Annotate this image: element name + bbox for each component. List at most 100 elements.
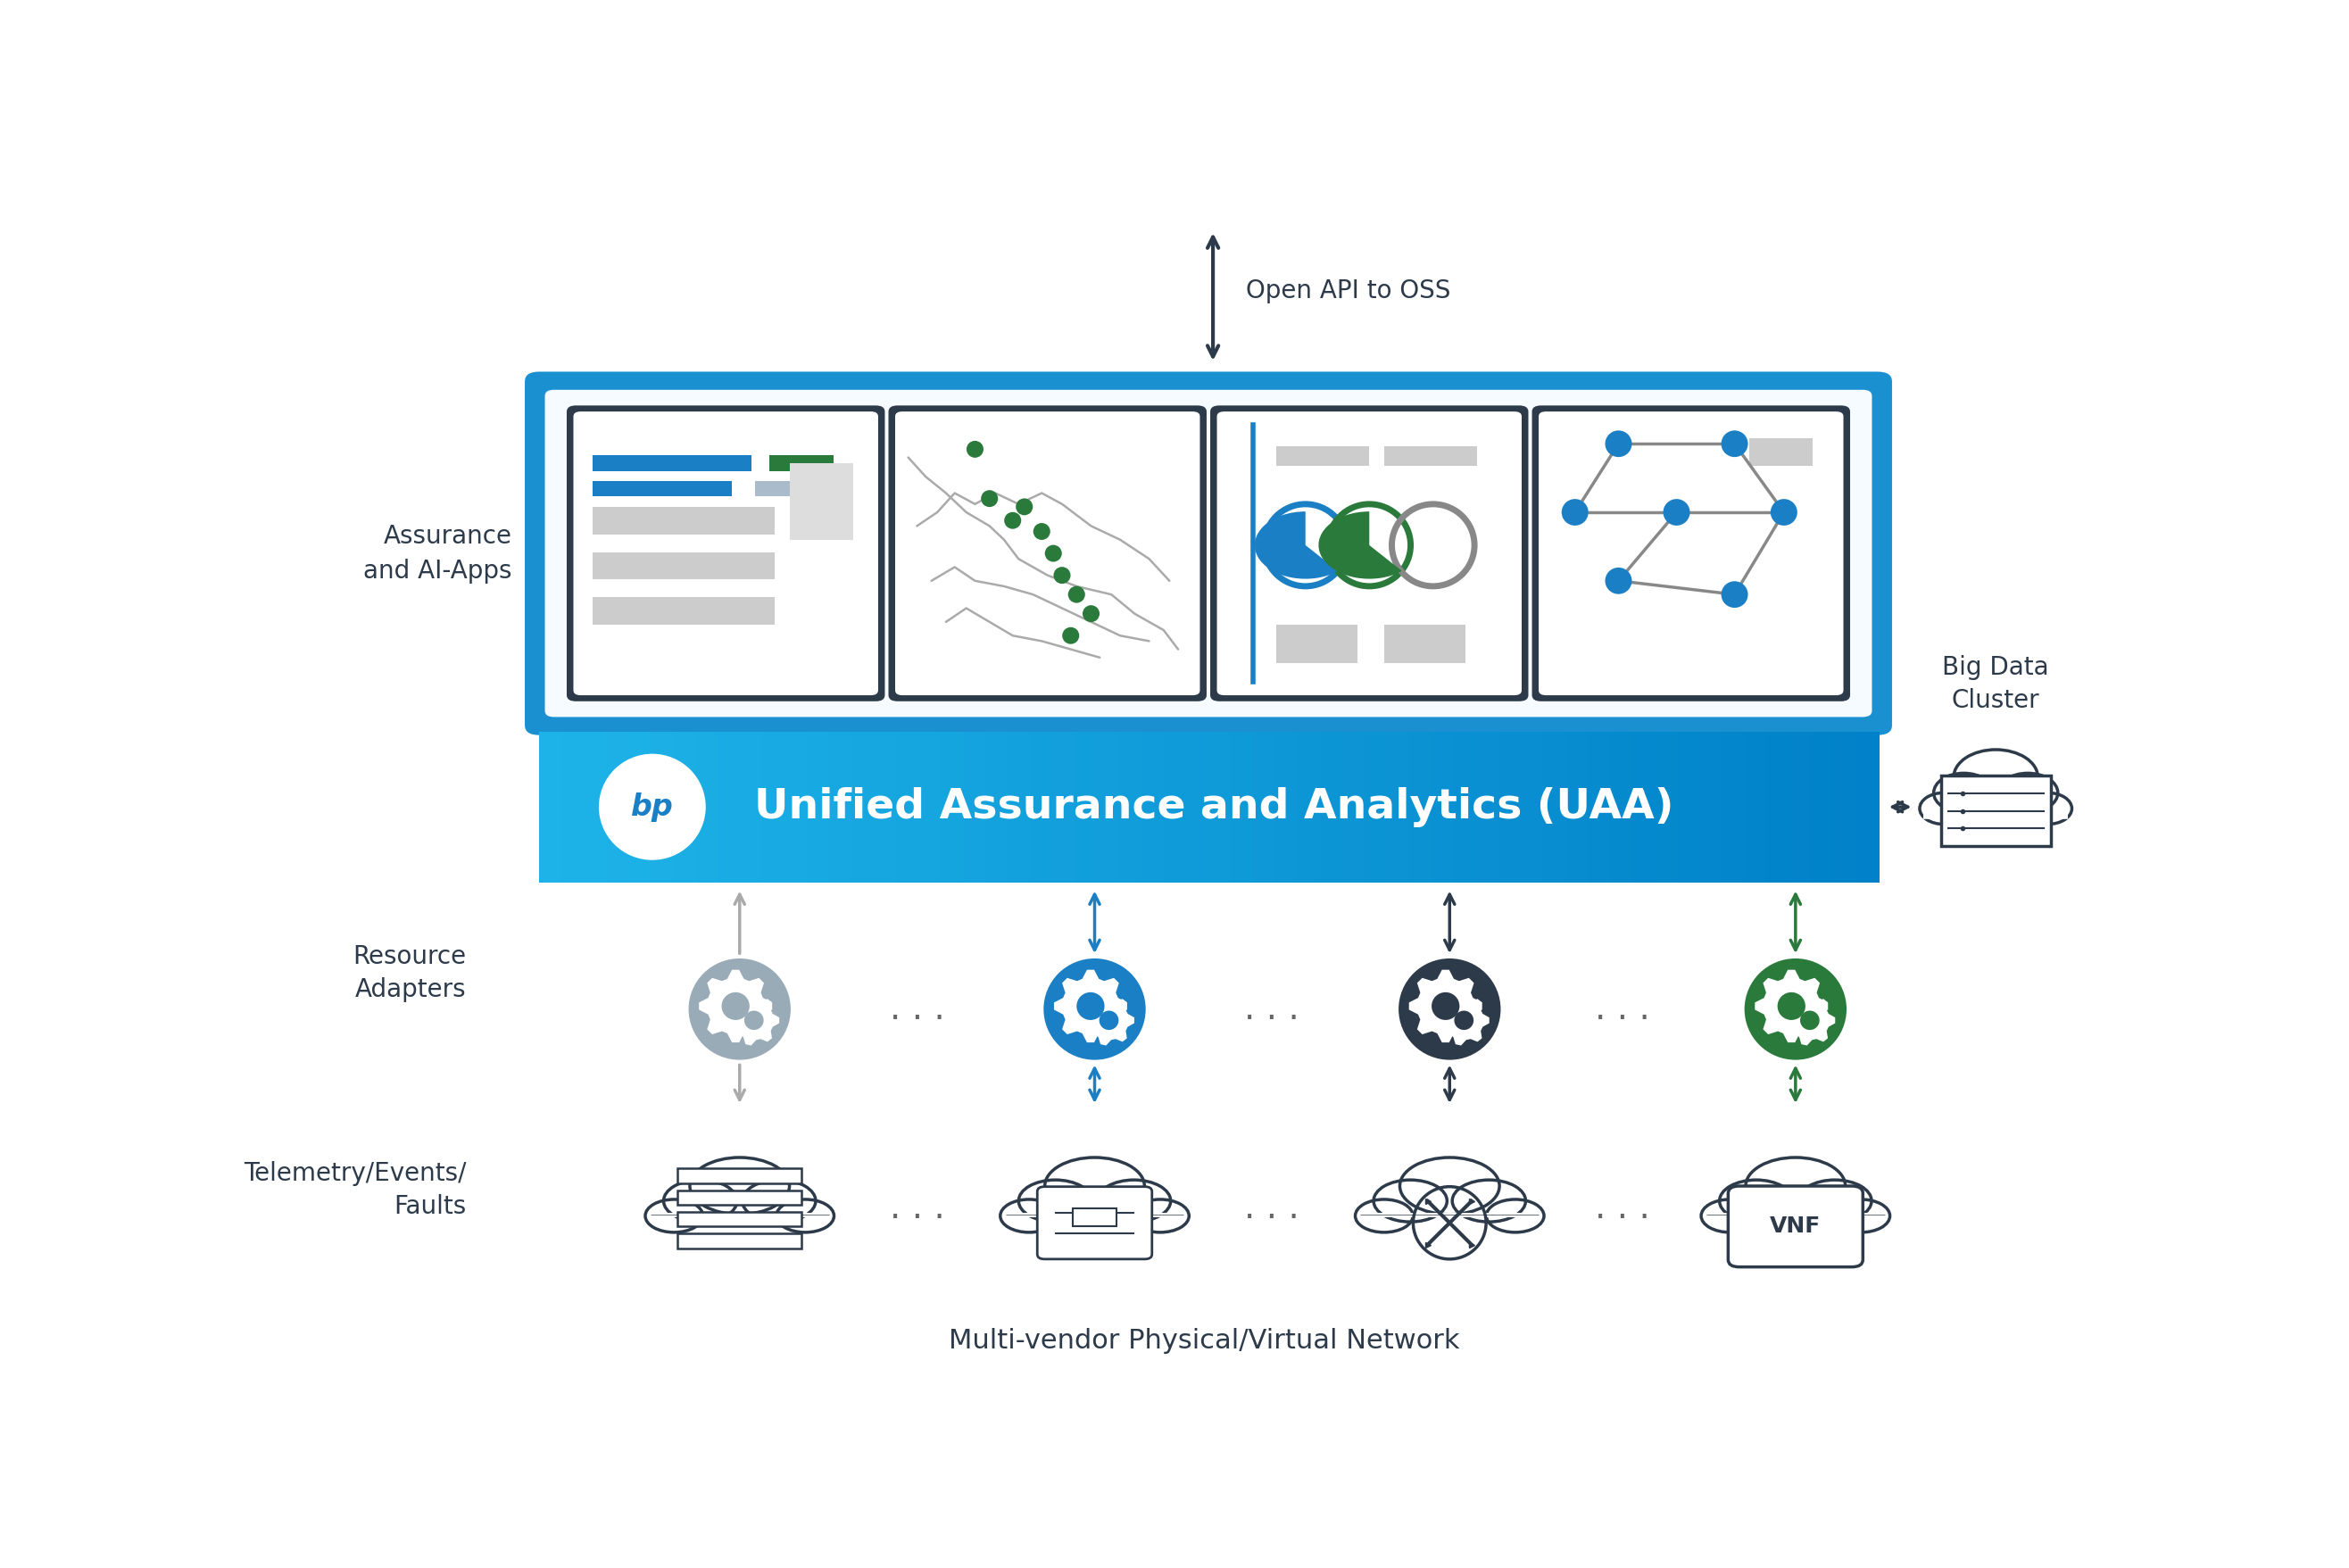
Ellipse shape xyxy=(688,958,792,1060)
Bar xyxy=(770,455,834,470)
FancyBboxPatch shape xyxy=(524,372,1891,735)
Bar xyxy=(660,1198,817,1217)
Ellipse shape xyxy=(1701,1200,1759,1232)
Ellipse shape xyxy=(1452,1181,1525,1221)
Bar xyxy=(763,731,787,883)
Ellipse shape xyxy=(1398,958,1501,1060)
Bar xyxy=(874,731,897,883)
Ellipse shape xyxy=(1076,993,1104,1021)
Bar xyxy=(754,481,813,495)
Ellipse shape xyxy=(1663,499,1689,525)
Bar xyxy=(540,731,564,883)
Bar xyxy=(679,1168,801,1182)
Ellipse shape xyxy=(691,1157,789,1214)
Bar xyxy=(897,731,921,883)
Ellipse shape xyxy=(1099,1011,1118,1030)
Bar xyxy=(1276,447,1369,466)
Text: VNF: VNF xyxy=(1769,1215,1820,1237)
Bar xyxy=(1029,731,1055,883)
Ellipse shape xyxy=(1954,750,2039,804)
Ellipse shape xyxy=(1043,958,1146,1060)
Polygon shape xyxy=(1755,969,1828,1043)
Bar xyxy=(1677,731,1701,883)
Bar xyxy=(1543,731,1567,883)
Wedge shape xyxy=(1318,511,1402,579)
Bar xyxy=(1811,731,1835,883)
Bar xyxy=(1766,731,1790,883)
Bar xyxy=(789,463,853,539)
Text: Multi-vendor Physical/Virtual Network: Multi-vendor Physical/Virtual Network xyxy=(949,1328,1459,1355)
Bar xyxy=(592,481,731,495)
Text: Big Data
Cluster: Big Data Cluster xyxy=(1943,655,2048,713)
Ellipse shape xyxy=(1799,1011,1820,1030)
Bar xyxy=(1097,731,1120,883)
Ellipse shape xyxy=(775,1200,834,1232)
Bar xyxy=(592,597,775,624)
Bar xyxy=(1499,731,1522,883)
Ellipse shape xyxy=(1562,499,1588,525)
Bar xyxy=(592,455,752,470)
Bar xyxy=(785,731,808,883)
Bar xyxy=(679,1190,801,1204)
FancyBboxPatch shape xyxy=(895,411,1200,695)
Ellipse shape xyxy=(1132,1200,1189,1232)
Bar xyxy=(592,552,775,580)
Polygon shape xyxy=(1085,996,1135,1046)
Bar xyxy=(1384,447,1478,466)
Ellipse shape xyxy=(1604,431,1633,456)
Ellipse shape xyxy=(1005,513,1022,528)
Text: . . .: . . . xyxy=(890,993,944,1025)
Ellipse shape xyxy=(1604,568,1633,594)
Bar xyxy=(1365,731,1388,883)
Bar xyxy=(987,731,1010,883)
Bar xyxy=(1743,731,1769,883)
Ellipse shape xyxy=(1015,499,1034,516)
Bar xyxy=(679,1212,801,1226)
Bar xyxy=(1207,731,1233,883)
Ellipse shape xyxy=(1454,1011,1473,1030)
FancyBboxPatch shape xyxy=(888,406,1207,701)
Ellipse shape xyxy=(742,1181,815,1221)
Bar xyxy=(1609,731,1635,883)
Bar xyxy=(585,731,608,883)
Ellipse shape xyxy=(1745,958,1846,1060)
Bar xyxy=(1231,731,1254,883)
Bar xyxy=(829,731,853,883)
Ellipse shape xyxy=(1034,524,1050,539)
Bar xyxy=(1073,1209,1116,1226)
Text: Unified Assurance and Analytics (UAA): Unified Assurance and Analytics (UAA) xyxy=(754,787,1675,826)
FancyBboxPatch shape xyxy=(573,411,879,695)
Bar xyxy=(853,731,876,883)
Text: Open API to OSS: Open API to OSS xyxy=(1245,278,1449,303)
Bar xyxy=(808,731,832,883)
Text: Assurance
and AI-Apps: Assurance and AI-Apps xyxy=(364,524,512,583)
Bar xyxy=(942,731,965,883)
Bar xyxy=(1384,624,1466,663)
Text: . . .: . . . xyxy=(1595,993,1651,1025)
Bar xyxy=(719,731,742,883)
Ellipse shape xyxy=(1487,1200,1543,1232)
Wedge shape xyxy=(1254,511,1339,579)
Bar xyxy=(1717,1198,1875,1217)
FancyBboxPatch shape xyxy=(1729,1185,1863,1267)
Ellipse shape xyxy=(1797,1181,1872,1221)
FancyBboxPatch shape xyxy=(545,390,1872,717)
Ellipse shape xyxy=(1778,993,1806,1021)
Ellipse shape xyxy=(721,993,749,1021)
Bar xyxy=(679,1234,801,1248)
FancyBboxPatch shape xyxy=(1539,411,1844,695)
Ellipse shape xyxy=(1069,586,1085,604)
Ellipse shape xyxy=(2025,793,2072,825)
Ellipse shape xyxy=(1055,568,1071,583)
Bar xyxy=(1372,1198,1529,1217)
Bar xyxy=(1163,731,1189,883)
Ellipse shape xyxy=(1832,1200,1891,1232)
Bar xyxy=(1073,731,1099,883)
Ellipse shape xyxy=(745,1011,763,1030)
Bar xyxy=(606,731,630,883)
Bar xyxy=(1564,731,1590,883)
Bar xyxy=(592,506,775,535)
Ellipse shape xyxy=(1400,1157,1499,1214)
Polygon shape xyxy=(731,996,780,1046)
Ellipse shape xyxy=(1374,1181,1447,1221)
